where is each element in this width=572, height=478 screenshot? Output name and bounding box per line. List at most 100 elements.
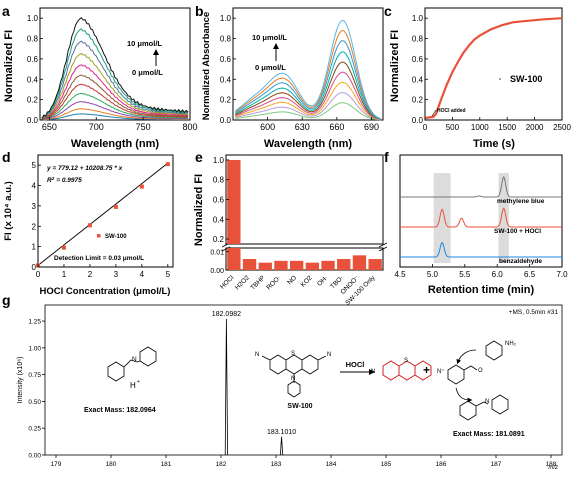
y-tick-label: 0 (32, 263, 37, 272)
sulfur-mb: S (404, 358, 408, 364)
peak-label: 183.1010 (267, 429, 296, 436)
absorbance-spectrum (235, 51, 381, 120)
x-tick-label: 2000 (526, 123, 544, 132)
y-tick-label: 0.6 (412, 55, 424, 64)
x-tick-label: 2 (88, 270, 93, 279)
panel-label-f: f (384, 149, 389, 165)
absorbance-spectrum (235, 82, 381, 120)
axis-break-mark (378, 242, 388, 248)
ticks-b: 600 630 660 690 0.0 0.2 0.4 0.6 0.8 1.0 (220, 14, 379, 132)
x-tick-label: 183 (271, 461, 282, 468)
x-tick-label: 7.0 (556, 270, 568, 279)
x-tick-label: 6.5 (524, 270, 536, 279)
nme2-left-sw100: N (255, 352, 259, 358)
y-tick-label: 3 (32, 202, 37, 211)
category-label: KO2 (300, 274, 314, 288)
absorbance-spectrum (235, 40, 381, 120)
nitrogen-plus-mb: N⁺ (437, 368, 445, 375)
spectra-a (41, 16, 189, 121)
ticks-a: 650 700 750 800 0.0 0.2 0.4 0.6 0.8 1.0 (27, 14, 198, 132)
ticks-c: 0 500 1000 1500 2000 2500 0.0 0.2 0.4 0.6 0.8 1.0 (412, 14, 572, 132)
x-tick-label: 180 (106, 461, 117, 468)
y-tick-label: 0.01 (210, 250, 224, 257)
category-label: TBHP (249, 274, 266, 291)
r2-symbol: R (47, 177, 52, 184)
chromatogram-trace (400, 241, 562, 258)
y-tick-label: 0.75 (28, 372, 41, 379)
y-tick-label: 0.00 (28, 453, 41, 460)
plot-frame-d (37, 154, 174, 268)
mass-peak (224, 318, 229, 456)
proton-label: H (130, 381, 136, 390)
imine-product-nitrogen: N (485, 399, 489, 405)
category-label: NO (286, 274, 298, 286)
emission-spectrum (41, 101, 189, 121)
exact-mass-left: Exact Mass: 182.0964 (84, 407, 156, 414)
y-tick-label: 1.25 (28, 319, 41, 326)
ylabel-b: Normalized Absorbance (201, 12, 212, 120)
plot-frame-upper (225, 154, 384, 245)
bar (258, 262, 272, 270)
category-label: ROO· (265, 274, 282, 291)
legend-marker-c (499, 78, 501, 80)
bar (352, 255, 367, 270)
mass-peak (279, 436, 284, 456)
absorbance-spectrum (234, 20, 381, 120)
peak-label: 182.0982 (212, 311, 241, 318)
aniline-nh2: NH₂ (505, 341, 517, 347)
data-point (61, 245, 66, 250)
x-tick-label: 5 (166, 270, 171, 279)
xlabel-f: Retention time (min) (428, 284, 535, 296)
category-label: H2O2 (234, 274, 251, 291)
bar (227, 248, 241, 270)
r2-superscript: 2 (51, 176, 55, 181)
panel-label-e: e (195, 149, 203, 165)
chart-panel-b: 600 630 660 690 0.0 0.2 0.4 0.6 0.8 1.0 Wavelengt… (201, 7, 384, 150)
r2-value: = 0.9975 (56, 177, 82, 184)
y-tick-label: 0.8 (412, 35, 424, 44)
panel-label-d: d (2, 149, 11, 165)
y-tick-label: 1.0 (27, 14, 39, 23)
y-tick-label: 1.0 (412, 14, 424, 23)
legend-marker-d (97, 234, 101, 238)
chart-panel-d: 0 1 2 3 4 5 0 1 2 3 4 5 HOCl Concentration (μmol/L)… (3, 154, 174, 297)
bar (321, 260, 335, 270)
plus-sign: + (423, 363, 430, 377)
y-tick-label: 1.0 (213, 156, 225, 165)
chart-panel-a: 650 700 750 800 0.0 0.2 0.4 0.6 0.8 1.0 Wavelengt… (3, 7, 198, 150)
bar (368, 259, 382, 270)
panel-label-g: g (2, 292, 11, 308)
x-tick-label: 4.5 (394, 270, 406, 279)
data-point (113, 204, 118, 209)
plot-frame-a (39, 7, 191, 121)
x-tick-label: 186 (436, 461, 447, 468)
structure-aniline (485, 340, 503, 361)
data-point (165, 162, 170, 167)
structure-benzaldehyde (447, 364, 478, 385)
y-tick-label: 0.00 (210, 268, 224, 275)
kinetic-curve-c (424, 17, 563, 120)
x-tick-label: 3 (114, 270, 119, 279)
emission-spectrum (41, 28, 189, 119)
ylabel-d: FI (x 10⁴ a.u.) (3, 181, 14, 241)
absorbance-spectrum (235, 61, 381, 120)
benzaldehyde-oxygen: O (478, 368, 483, 374)
x-tick-label: 185 (381, 461, 392, 468)
y-tick-label: 0.8 (220, 35, 232, 44)
nitrogen-sw100: N (291, 376, 295, 382)
bar (289, 260, 304, 270)
r2-label-d: R2 = 0.9975 (47, 176, 82, 185)
retention-highlight (433, 173, 451, 263)
x-tick-label: 630 (295, 122, 310, 132)
y-tick-label: 1 (32, 243, 37, 252)
chromatogram-trace (400, 176, 562, 198)
y-tick-label: 0.0 (27, 116, 39, 125)
x-tick-label: 4 (140, 270, 145, 279)
x-tick-label: 5.0 (427, 270, 439, 279)
plot-frame-f (399, 154, 563, 268)
y-tick-label: 2 (32, 222, 37, 231)
annotation-hocl-added: HOCl added (437, 108, 466, 114)
y-tick-label: 0.0 (220, 116, 232, 125)
